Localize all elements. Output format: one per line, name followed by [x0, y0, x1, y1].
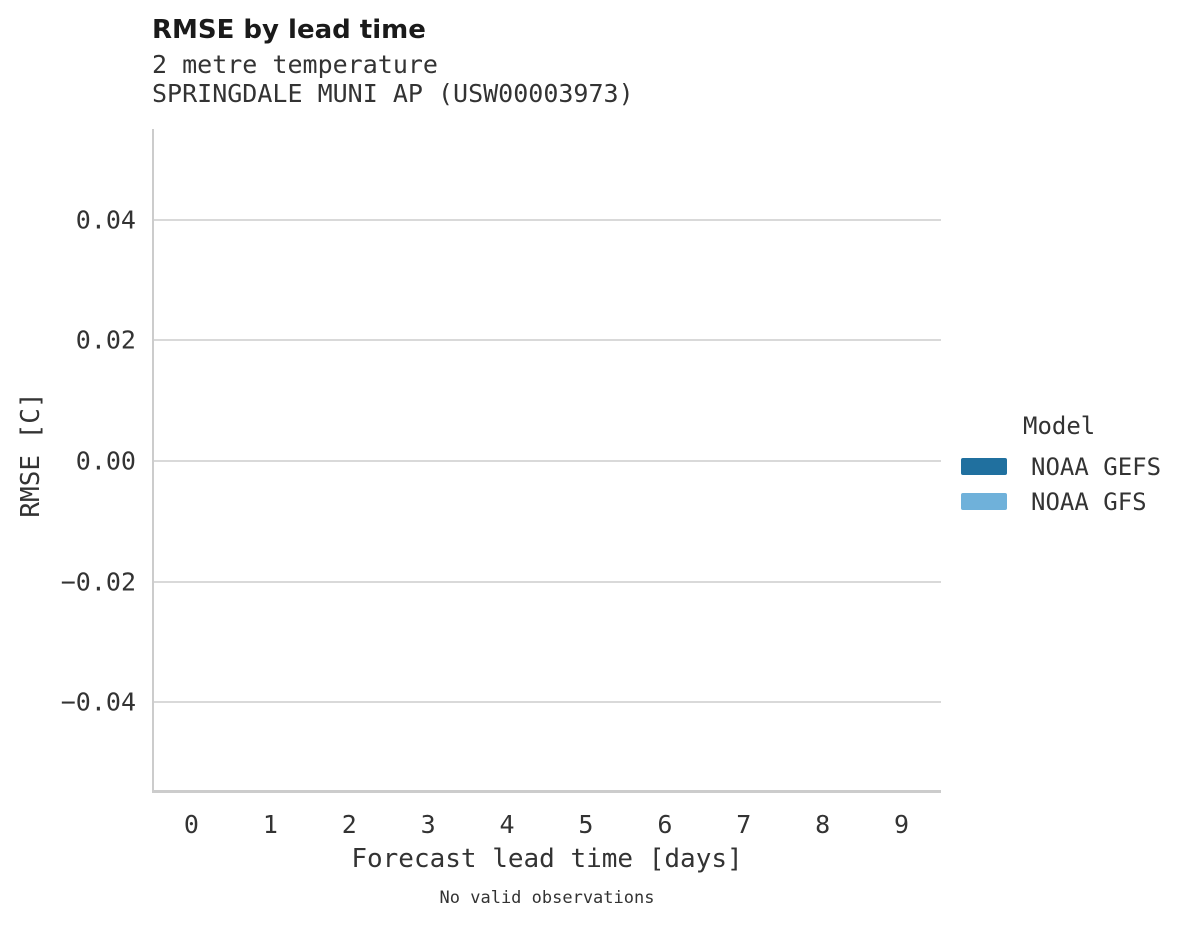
- x-tick-label: 2: [341, 810, 357, 839]
- x-tick-label: 7: [736, 810, 752, 839]
- plot-area: [152, 129, 941, 793]
- legend: Model NOAA GEFS NOAA GFS: [961, 412, 1161, 519]
- chart-subtitle: 2 metre temperature SPRINGDALE MUNI AP (…: [152, 50, 634, 108]
- legend-title: Model: [1023, 412, 1096, 440]
- footer-note: No valid observations: [439, 888, 655, 908]
- legend-swatch-icon: [961, 493, 1007, 510]
- gridline-y-−0.02: [154, 580, 941, 583]
- x-tick-label: 9: [894, 810, 910, 839]
- gridline-y-0.00: [154, 460, 941, 462]
- chart-title: RMSE by lead time: [152, 15, 426, 45]
- subtitle-station: SPRINGDALE MUNI AP (USW00003973): [152, 79, 634, 108]
- legend-entries: NOAA GEFS NOAA GFS: [961, 449, 1161, 519]
- gridline-y-−0.04: [154, 701, 941, 704]
- gridline-y-0.02: [154, 339, 941, 342]
- legend-entry-label: NOAA GEFS: [1031, 452, 1162, 481]
- x-tick-label: 5: [578, 810, 594, 839]
- y-tick-label: −0.04: [60, 687, 136, 717]
- y-tick-label: 0.00: [75, 446, 136, 476]
- y-tick-label: 0.04: [75, 205, 136, 235]
- legend-entry: NOAA GEFS: [961, 449, 1161, 484]
- subtitle-variable: 2 metre temperature: [152, 50, 438, 79]
- gridline-y-0.04: [154, 218, 941, 221]
- y-axis-title: RMSE [C]: [16, 392, 46, 518]
- x-axis-title: Forecast lead time [days]: [351, 844, 743, 874]
- y-tick-label: −0.02: [60, 567, 136, 597]
- y-tick-label: 0.02: [75, 325, 136, 355]
- legend-entry-label: NOAA GFS: [1031, 487, 1147, 516]
- legend-entry: NOAA GFS: [961, 484, 1161, 519]
- legend-swatch-icon: [961, 458, 1007, 475]
- x-tick-label: 1: [262, 810, 278, 839]
- x-tick-label: 3: [420, 810, 436, 839]
- x-tick-label: 6: [657, 810, 673, 839]
- x-tick-label: 4: [499, 810, 515, 839]
- x-tick-label: 8: [815, 810, 831, 839]
- x-tick-label: 0: [183, 810, 199, 839]
